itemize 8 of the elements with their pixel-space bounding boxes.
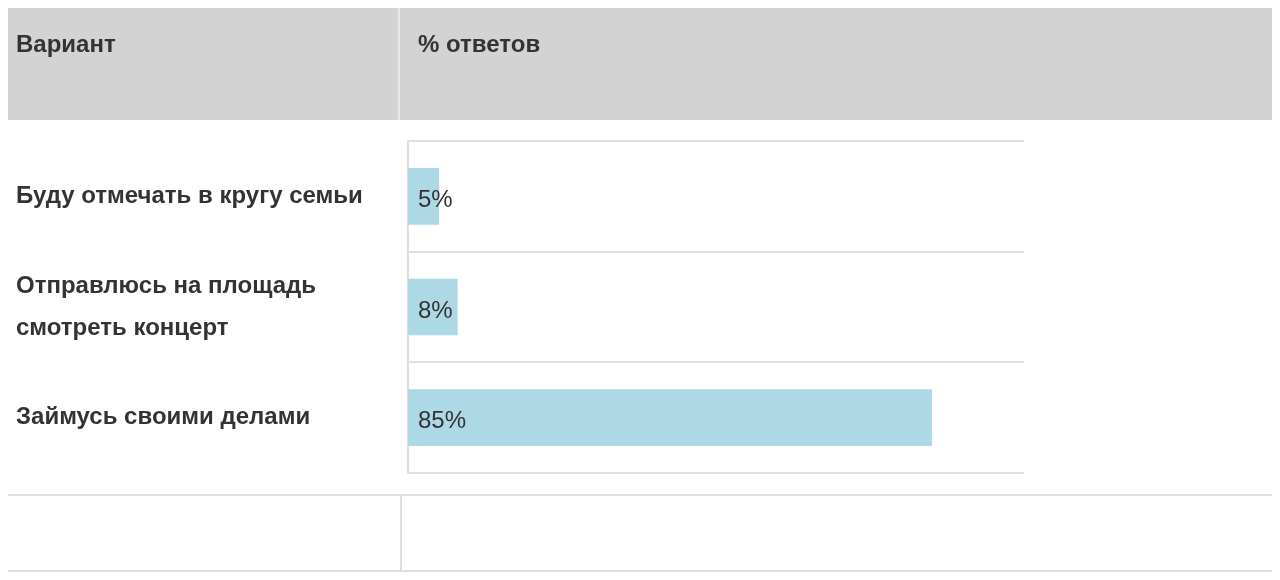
data-label: 5% (418, 184, 453, 212)
y-tick-label: Буду отмечать в кругу семьи (16, 180, 363, 208)
y-axis-title: Вариант (8, 8, 400, 120)
data-label: 8% (418, 295, 453, 323)
y-tick-label: Займусь своими делами (16, 402, 311, 430)
y-tick-label: Отправлюсь на площадь смотреть концерт (16, 270, 317, 340)
data-label: 85% (418, 406, 467, 434)
x-axis-title: % ответов (417, 29, 541, 59)
